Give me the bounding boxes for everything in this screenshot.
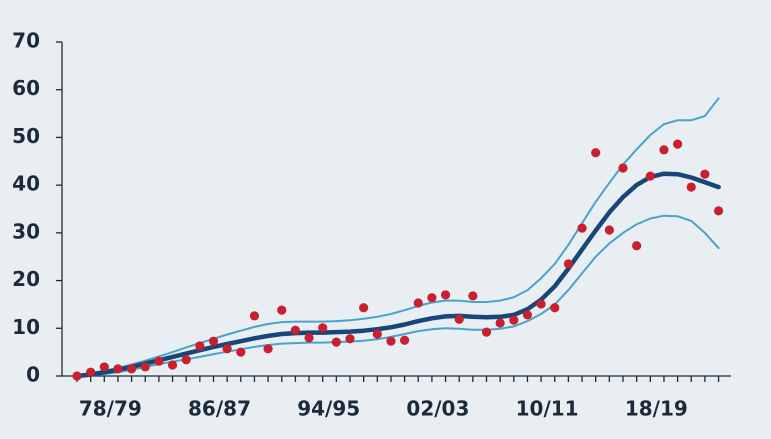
point (304, 333, 314, 343)
point (400, 335, 410, 345)
point (481, 327, 492, 337)
point (359, 303, 369, 313)
point (713, 206, 724, 216)
point (550, 303, 560, 313)
y-tick-label: 20 (12, 267, 40, 291)
point (591, 148, 601, 158)
point (632, 241, 642, 251)
x-tick-label: 78/79 (79, 397, 142, 421)
point (413, 298, 423, 308)
point (154, 356, 164, 366)
point (509, 315, 519, 325)
point (249, 311, 260, 321)
point (577, 223, 587, 233)
point (659, 145, 669, 155)
x-tick-label: 86/87 (188, 397, 251, 421)
line (76, 97, 720, 376)
y-tick-label: 60 (12, 76, 40, 100)
point (563, 259, 574, 269)
x-tick-label: 94/95 (297, 397, 360, 421)
point (536, 299, 546, 309)
point (331, 337, 341, 347)
point (140, 362, 150, 372)
point (195, 341, 205, 351)
point (454, 314, 464, 324)
point (618, 163, 628, 173)
y-tick-label: 10 (12, 315, 40, 339)
point (673, 139, 683, 149)
point (72, 371, 82, 381)
point (127, 364, 137, 374)
point (440, 290, 451, 300)
point (495, 318, 505, 328)
point (372, 329, 382, 339)
point (113, 364, 123, 374)
y-tick-label: 40 (12, 172, 40, 196)
point (345, 334, 355, 344)
point (468, 291, 478, 301)
point (99, 362, 109, 372)
point (181, 355, 191, 365)
point (86, 367, 96, 377)
point (604, 225, 614, 235)
y-tick-label: 50 (12, 124, 40, 148)
point (277, 305, 287, 315)
point (427, 293, 437, 303)
point (318, 323, 328, 333)
point (645, 171, 655, 181)
x-tick-label: 10/11 (516, 397, 579, 421)
point (208, 336, 219, 346)
point (167, 360, 178, 370)
y-tick-label: 0 (26, 363, 40, 387)
y-tick-label: 30 (12, 219, 40, 243)
point (263, 344, 273, 354)
point (700, 169, 710, 179)
x-tick-label: 18/19 (625, 397, 688, 421)
point (290, 325, 300, 335)
point (522, 310, 533, 320)
point (686, 182, 696, 192)
point (222, 344, 232, 354)
line (74, 171, 721, 379)
point (236, 347, 246, 357)
point (386, 336, 396, 346)
y-tick-label: 70 (12, 29, 40, 53)
x-tick-label: 02/03 (406, 397, 469, 421)
